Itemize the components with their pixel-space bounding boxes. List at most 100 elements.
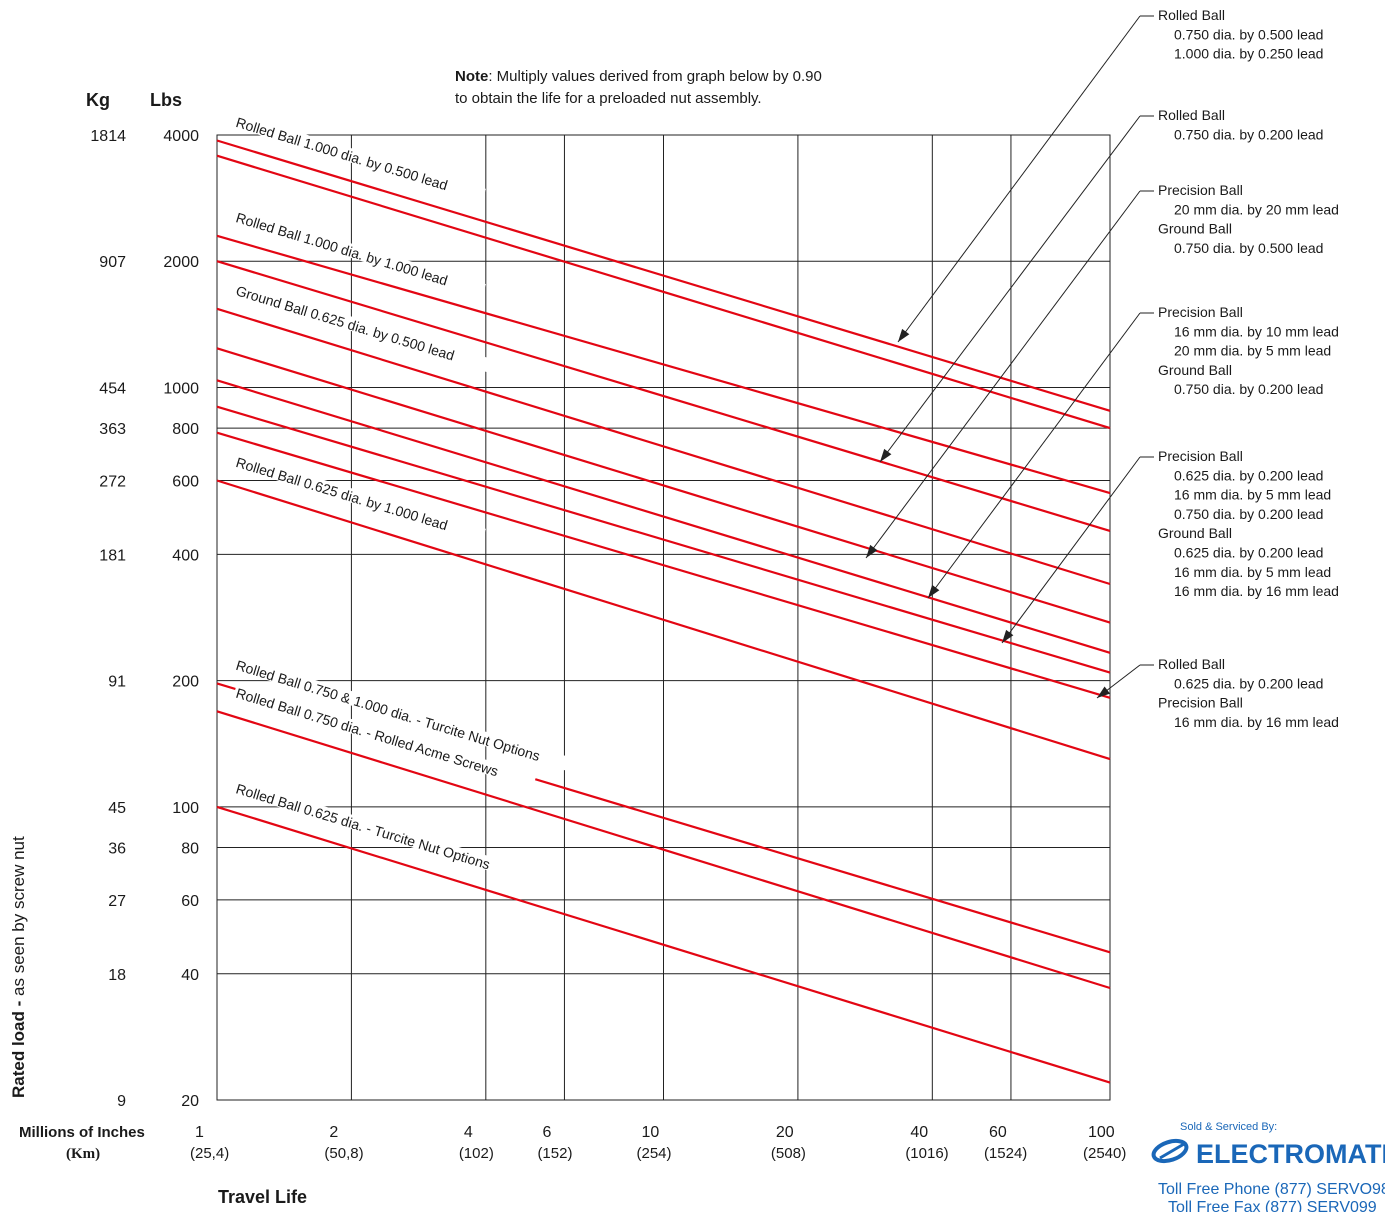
line-label: Rolled Ball 1.000 dia. by 0.500 lead xyxy=(232,113,486,203)
line-label: Rolled Ball 0.625 dia. - Turcite Nut Opt… xyxy=(232,779,529,882)
annotation-line: Precision Ball xyxy=(1158,182,1243,198)
y-header-lbs: Lbs xyxy=(150,90,182,110)
x-axis-label: Travel Life xyxy=(218,1187,307,1207)
leader-line xyxy=(879,115,1141,463)
line-label-bg xyxy=(232,113,486,203)
annotation-line: 16 mm dia. by 5 mm lead xyxy=(1174,487,1331,503)
leader-line xyxy=(1001,456,1141,644)
annotation-line: 20 mm dia. by 5 mm lead xyxy=(1174,343,1331,359)
arrow-head-icon xyxy=(880,448,892,462)
brand-logo-icon xyxy=(1151,1138,1189,1164)
x-tick-km: (50,8) xyxy=(324,1145,363,1162)
series-line xyxy=(216,260,1111,532)
grid xyxy=(216,134,1111,1101)
annotation-line: Precision Ball xyxy=(1158,695,1243,711)
x-tick-label: 10 xyxy=(642,1124,660,1141)
arrow-head-icon xyxy=(928,584,940,598)
y-tick-kg: 907 xyxy=(99,254,126,271)
annotation-line: 16 mm dia. by 16 mm lead xyxy=(1174,583,1339,599)
annotation-line: 1.000 dia. by 0.250 lead xyxy=(1174,46,1323,62)
annotation-line: 0.750 dia. by 0.500 lead xyxy=(1174,26,1323,42)
x-tick-label: 6 xyxy=(542,1124,551,1141)
annotation-line: 16 mm dia. by 10 mm lead xyxy=(1174,323,1339,339)
y-tick-kg: 363 xyxy=(99,421,126,438)
x-tick-label: 4 xyxy=(464,1124,473,1141)
series-line xyxy=(216,307,1111,586)
y-tick-lbs: 80 xyxy=(181,841,199,858)
arrow-head-icon xyxy=(1097,686,1111,698)
leader-line xyxy=(865,190,1141,559)
x-tick-km: (102) xyxy=(459,1145,494,1162)
x-tick-label: 60 xyxy=(989,1124,1007,1141)
annotation-line: Ground Ball xyxy=(1158,362,1232,378)
line-label: Rolled Ball 0.625 dia. by 1.000 lead xyxy=(232,453,486,543)
line-label-text: Rolled Ball 0.625 dia. - Turcite Nut Opt… xyxy=(234,780,492,872)
line-label: Rolled Ball 1.000 dia. by 1.000 lead xyxy=(232,208,486,298)
x-tick-km: (25,4) xyxy=(190,1145,229,1162)
y-tick-kg: 1814 xyxy=(90,128,126,145)
line-label-bg xyxy=(232,453,486,543)
annotation-line: Rolled Ball xyxy=(1158,7,1225,23)
annotation-line: Rolled Ball xyxy=(1158,107,1225,123)
x-header-km: (Km) xyxy=(66,1146,100,1162)
series-line xyxy=(216,710,1111,990)
y-axis-label-rest: as seen by screw nut xyxy=(9,836,28,1001)
annotations: Rolled Ball 0.750 dia. by 0.500 lead 1.000… xyxy=(865,7,1339,730)
leader-line xyxy=(897,15,1141,343)
y-tick-lbs: 100 xyxy=(172,800,199,817)
x-tick-km: (1016) xyxy=(905,1145,948,1162)
annotation-line: 16 mm dia. by 16 mm lead xyxy=(1174,714,1339,730)
note-bold: Note xyxy=(455,68,488,85)
y-tick-kg: 272 xyxy=(99,474,126,491)
y-tick-kg: 18 xyxy=(108,967,126,984)
brand-phone: Toll Free Phone (877) SERVO98 xyxy=(1158,1181,1385,1198)
y-tick-lbs: 600 xyxy=(172,474,199,491)
annotation-line: 0.625 dia. by 0.200 lead xyxy=(1174,467,1323,483)
annotation-line: 0.750 dia. by 0.200 lead xyxy=(1174,381,1323,397)
series-line xyxy=(216,154,1111,430)
annotation-block: Precision Ball 0.625 dia. by 0.200 lead 16… xyxy=(1001,448,1339,644)
x-tick-km: (1524) xyxy=(984,1145,1027,1162)
annotation-line: Precision Ball xyxy=(1158,448,1243,464)
annotation-block: Rolled Ball 0.625 dia. by 0.200 lead Preci… xyxy=(1096,656,1339,730)
y-tick-kg: 45 xyxy=(108,800,126,817)
y-header-kg: Kg xyxy=(86,90,110,110)
arrow-head-icon xyxy=(1002,629,1014,643)
y-tick-kg: 454 xyxy=(99,380,126,397)
annotation-line: 16 mm dia. by 5 mm lead xyxy=(1174,564,1331,580)
line-label-bg xyxy=(232,779,529,882)
annotation-line: Precision Ball xyxy=(1158,304,1243,320)
series-line xyxy=(216,347,1111,624)
y-tick-lbs: 2000 xyxy=(163,254,199,271)
y-axis-label: Rated load - as seen by screw nut xyxy=(9,836,28,1098)
series-line xyxy=(216,479,1111,761)
annotation-block: Precision Ball 20 mm dia. by 20 mm lead Gr… xyxy=(865,182,1339,559)
x-header: Millions of Inches xyxy=(19,1124,145,1141)
x-tick-label: 20 xyxy=(776,1124,794,1141)
series-line xyxy=(216,139,1111,412)
x-ticks: 1 (25,4) 2 (50,8) 4 (102) 6 (152) 10 (254) 20 (508)… xyxy=(190,1124,1126,1162)
y-tick-lbs: 200 xyxy=(172,674,199,691)
x-tick-km: (254) xyxy=(637,1145,672,1162)
annotation-line: 0.625 dia. by 0.200 lead xyxy=(1174,545,1323,561)
annotation-line: Rolled Ball xyxy=(1158,656,1225,672)
series-line xyxy=(216,405,1111,674)
note-line1: : Multiply values derived from graph bel… xyxy=(488,68,822,85)
line-label: Ground Ball 0.625 dia. by 0.500 lead xyxy=(232,281,493,373)
annotation-line: 0.750 dia. by 0.500 lead xyxy=(1174,240,1323,256)
brand-sold-by: Sold & Serviced By: xyxy=(1180,1121,1277,1133)
annotation-block: Precision Ball 16 mm dia. by 10 mm lead 20… xyxy=(927,304,1339,599)
y-tick-lbs: 4000 xyxy=(163,128,199,145)
annotation-line: 0.750 dia. by 0.200 lead xyxy=(1174,126,1323,142)
line-label-bg xyxy=(232,684,537,789)
x-tick-label: 2 xyxy=(329,1124,338,1141)
note-line2: to obtain the life for a preloaded nut a… xyxy=(455,90,762,107)
brand-fax: Toll Free Fax (877) SERV099 xyxy=(1168,1199,1377,1212)
brand-name: ELECTROMATE xyxy=(1196,1139,1385,1169)
x-tick-km: (152) xyxy=(537,1145,572,1162)
x-tick-km: (508) xyxy=(771,1145,806,1162)
x-tick-label: 40 xyxy=(910,1124,928,1141)
series-lines xyxy=(216,139,1111,1084)
y-tick-kg: 91 xyxy=(108,674,126,691)
